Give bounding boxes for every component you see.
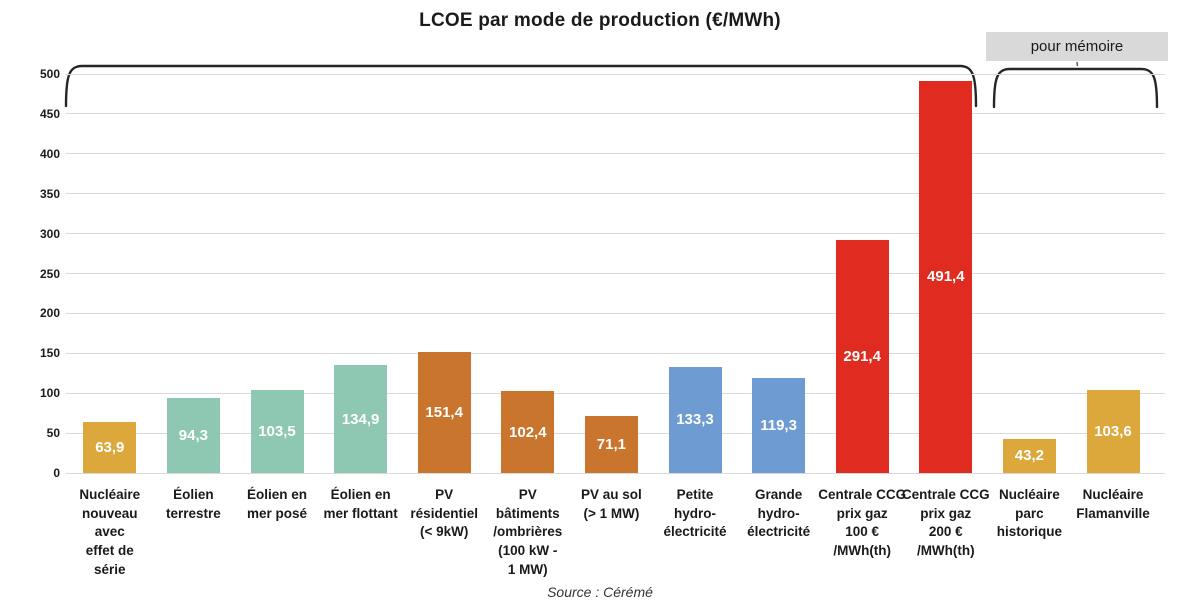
x-axis-label: Grande hydro- électricité <box>747 487 811 540</box>
bar-value-label: 491,4 <box>927 268 965 286</box>
bar-value-label: 102,4 <box>509 423 547 441</box>
bar-value-label: 133,3 <box>676 411 714 429</box>
gridline <box>66 153 1165 155</box>
x-axis-label: Centrale CCG prix gaz 200 € /MWh(th) <box>901 487 990 558</box>
x-axis-label: Nucléaire parc historique <box>996 487 1063 540</box>
bar-8: 133,3 <box>668 366 722 473</box>
y-tick-label: 450 <box>39 106 60 121</box>
bar-value-label: 119,3 <box>760 416 797 434</box>
bar-1: 63,9 <box>83 422 137 473</box>
y-tick-label: 0 <box>53 466 60 480</box>
bar-value-label: 291,4 <box>843 348 881 366</box>
y-tick-label: 500 <box>39 67 60 81</box>
bar-value-label: 43,2 <box>1014 447 1044 465</box>
bar-value-label: 103,6 <box>1094 423 1132 441</box>
x-axis-label: Éolien en mer posé <box>246 487 308 521</box>
x-axis-label: Éolien en mer flottant <box>323 487 398 521</box>
bar-value-label: 103,5 <box>258 423 296 441</box>
bar-value-label: 151,4 <box>425 404 463 422</box>
x-axis-label: Centrale CCG prix gaz 100 € /MWh(th) <box>818 487 907 558</box>
source-caption: Source : Cérémé <box>547 584 653 600</box>
bar-9: 119,3 <box>752 377 806 473</box>
bar-3: 103,5 <box>250 390 304 473</box>
y-tick-label: 300 <box>39 226 60 241</box>
bar-6: 102,4 <box>501 391 555 473</box>
y-tick-label: 150 <box>39 346 60 361</box>
gridline <box>66 233 1165 235</box>
gridline <box>66 273 1165 274</box>
bar-2: 94,3 <box>166 397 220 473</box>
y-tick-label: 250 <box>39 266 60 281</box>
y-tick-label: 400 <box>39 146 60 161</box>
bar-11: 491,4 <box>919 80 973 473</box>
gridline <box>66 312 1165 314</box>
y-tick-label: 50 <box>46 426 60 441</box>
x-axis-label: Nucléaire Flamanville <box>1076 487 1150 521</box>
bar-value-label: 71,1 <box>596 436 626 454</box>
gridline <box>66 113 1165 115</box>
x-axis-label: Éolien terrestre <box>165 487 221 521</box>
y-tick-label: 100 <box>39 386 60 401</box>
bar-4: 134,9 <box>334 365 388 473</box>
y-tick-label: 350 <box>39 186 60 201</box>
bar-value-label: 134,9 <box>341 410 380 428</box>
x-axis-label: PV résidentiel (< 9kW) <box>410 487 478 540</box>
x-axis-label: Nucléaire nouveau avec effet de série <box>79 487 141 577</box>
gridline <box>66 352 1165 354</box>
gridline <box>66 392 1165 394</box>
bar-12: 43,2 <box>1002 438 1056 473</box>
gridline <box>66 193 1165 195</box>
bar-10: 291,4 <box>835 240 889 473</box>
chart-title: LCOE par mode de production (€/MWh) <box>419 10 781 31</box>
y-tick-label: 200 <box>39 306 60 321</box>
x-axis-label: PV au sol (> 1 MW) <box>581 487 642 521</box>
bar-7: 71,1 <box>584 416 638 473</box>
bar-5: 151,4 <box>417 352 471 473</box>
gridline <box>66 73 1165 75</box>
bar-13: 103,6 <box>1086 390 1140 473</box>
bar-value-label: 63,9 <box>95 438 125 456</box>
gridline <box>66 472 1165 474</box>
x-axis-label: Petite hydro- électricité <box>663 487 727 540</box>
x-axis-label: PV bâtiments /ombrières (100 kW - 1 MW) <box>493 487 563 577</box>
bar-value-label: 94,3 <box>178 426 208 444</box>
pour-memoire-label: pour mémoire <box>986 32 1168 61</box>
